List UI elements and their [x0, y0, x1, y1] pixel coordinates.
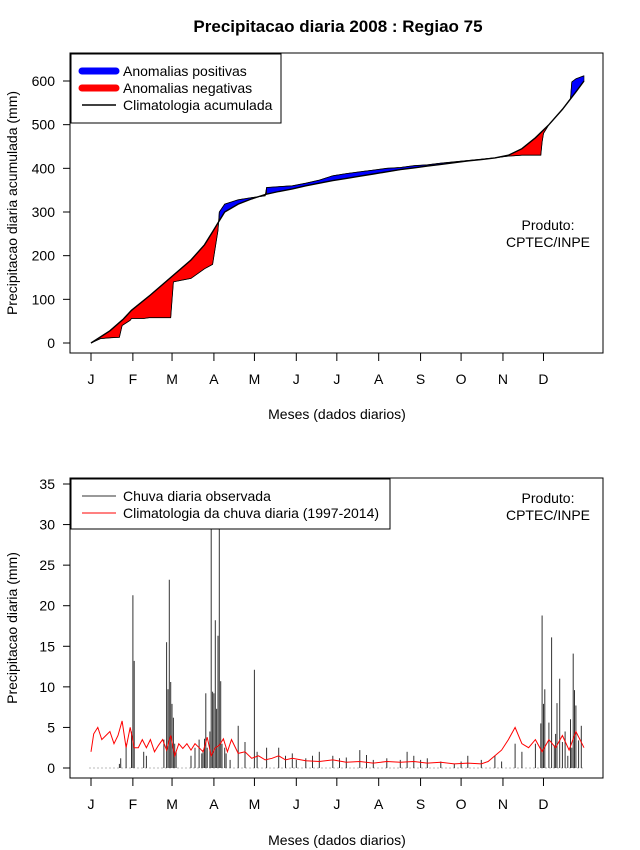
x-tick-label: M: [166, 371, 178, 387]
x-tick-label: J: [88, 371, 95, 387]
y-tick-label: 35: [39, 476, 55, 492]
x-tick-label: D: [538, 796, 548, 812]
y-tick-label: 5: [47, 719, 55, 735]
x-tick-label: J: [333, 796, 340, 812]
x-axis-label: Meses (dados diarios): [268, 832, 406, 848]
legend-label-climatology: Climatologia acumulada: [123, 97, 273, 113]
x-tick-label: A: [209, 796, 219, 812]
y-axis-label: Precipitacao diaria acumulada (mm): [4, 91, 20, 315]
x-tick-label: O: [456, 371, 467, 387]
credit-line-1: Produto:: [522, 490, 575, 506]
observed-cumulative-line: [90, 75, 585, 344]
y-tick-label: 25: [39, 557, 55, 573]
positive-anomaly-area: [266, 157, 497, 195]
y-tick-label: 100: [32, 291, 56, 307]
positive-anomaly-area: [548, 75, 585, 125]
legend: Anomalias positivas Anomalias negativas …: [70, 53, 282, 124]
x-tick-label: F: [129, 796, 138, 812]
daily-panel: 0 5 10 15 20 25 30 35 J F M A M J J A S O N D Meses (dados…: [4, 476, 604, 848]
y-tick-label: 400: [32, 160, 56, 176]
y-tick-label: 20: [39, 598, 55, 614]
legend-label-observed: Chuva diaria observada: [123, 488, 271, 504]
x-tick-label: N: [498, 796, 508, 812]
climatology-cumulative-line: [90, 80, 585, 344]
x-tick-label: J: [293, 796, 300, 812]
legend: Chuva diaria observada Climatologia da c…: [70, 478, 391, 530]
x-tick-label: A: [374, 371, 384, 387]
x-tick-label: A: [209, 371, 219, 387]
x-tick-label: F: [129, 371, 138, 387]
chart-title: Precipitacao diaria 2008 : Regiao 75: [193, 17, 482, 36]
x-axis-label: Meses (dados diarios): [268, 406, 406, 422]
y-tick-label: 0: [47, 760, 55, 776]
credit-line-2: CPTEC/INPE: [506, 234, 590, 250]
climatology-daily-line: [90, 720, 585, 765]
x-tick-label: D: [538, 371, 548, 387]
y-tick-label: 10: [39, 679, 55, 695]
y-tick-label: 600: [32, 73, 56, 89]
legend-box: [70, 478, 391, 530]
x-tick-label: J: [333, 371, 340, 387]
x-tick-label: M: [249, 796, 261, 812]
credit-line-2: CPTEC/INPE: [506, 507, 590, 523]
credit-line-1: Produto:: [522, 217, 575, 233]
y-tick-label: 300: [32, 204, 56, 220]
legend-label-negative: Anomalias negativas: [123, 80, 252, 96]
negative-anomaly-area: [92, 211, 220, 343]
x-tick-label: J: [88, 796, 95, 812]
x-tick-label: A: [374, 796, 384, 812]
y-tick-label: 500: [32, 117, 56, 133]
x-tick-label: N: [498, 371, 508, 387]
legend-label-positive: Anomalias positivas: [123, 63, 247, 79]
x-tick-label: M: [166, 796, 178, 812]
x-tick-label: S: [416, 371, 425, 387]
x-tick-label: S: [416, 796, 425, 812]
y-axis: 0 5 10 15 20 25 30 35: [39, 476, 71, 776]
y-tick-label: 200: [32, 248, 56, 264]
legend-label-climatology: Climatologia da chuva diaria (1997-2014): [123, 505, 379, 521]
daily-rain-bars: [118, 484, 582, 768]
y-tick-label: 15: [39, 638, 55, 654]
x-tick-label: M: [249, 371, 261, 387]
cumulative-panel: 0 100 200 300 400 500 600 J F M A M J J A S O N D Meses (…: [4, 52, 604, 422]
y-tick-label: 30: [39, 517, 55, 533]
y-tick-label: 0: [47, 335, 55, 351]
y-axis: 0 100 200 300 400 500 600: [32, 73, 71, 351]
x-tick-label: J: [293, 371, 300, 387]
y-axis-label: Precipitacao diaria (mm): [4, 552, 20, 704]
x-tick-label: O: [456, 796, 467, 812]
